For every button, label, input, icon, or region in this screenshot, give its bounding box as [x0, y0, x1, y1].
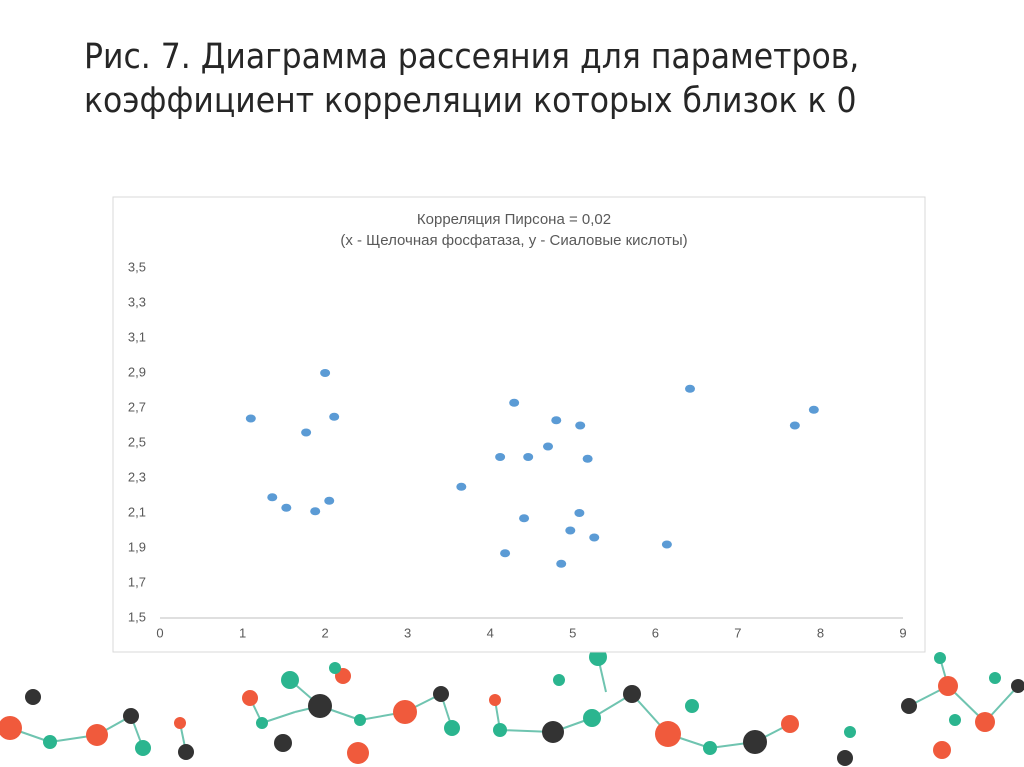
- slide-title-line: Рис. 7. Диаграмма рассеяния для параметр…: [84, 37, 859, 77]
- chart-title: Корреляция Пирсона = 0,02: [417, 211, 611, 228]
- y-tick-label: 3,3: [128, 294, 146, 309]
- y-tick-label: 1,9: [128, 539, 146, 554]
- x-tick-label: 1: [239, 625, 246, 640]
- y-tick-label: 2,3: [128, 469, 146, 484]
- molecule-nodes: [0, 648, 1024, 766]
- y-tick-label: 3,5: [128, 259, 146, 274]
- data-point: [575, 421, 586, 430]
- data-point: [500, 549, 511, 558]
- data-point: [495, 453, 506, 461]
- x-tick-label: 3: [404, 625, 411, 640]
- x-tick-label: 7: [734, 625, 741, 640]
- x-tick-label: 5: [569, 625, 576, 640]
- data-point: [589, 533, 600, 542]
- slide-title-line: коэффициент корреляции которых близок к …: [84, 81, 857, 121]
- data-point: [519, 514, 530, 523]
- x-tick-label: 4: [487, 625, 494, 640]
- data-point: [509, 398, 520, 407]
- y-tick-label: 1,5: [128, 609, 146, 624]
- data-point: [789, 421, 800, 430]
- x-tick-label: 0: [156, 625, 163, 640]
- data-point: [574, 509, 585, 517]
- y-tick-label: 1,7: [128, 574, 146, 589]
- y-tick-label: 2,5: [128, 434, 146, 449]
- y-tick-label: 3,1: [128, 329, 146, 344]
- chart-subtitle: (x - Щелочная фосфатаза, y - Сиаловые ки…: [340, 232, 687, 249]
- x-tick-label: 2: [321, 625, 328, 640]
- data-point: [281, 503, 292, 512]
- data-point: [267, 493, 278, 502]
- data-point: [301, 428, 312, 437]
- data-point: [551, 416, 562, 425]
- chart-frame: [112, 196, 926, 653]
- x-tick-label: 9: [899, 625, 906, 640]
- y-tick-label: 2,7: [128, 399, 146, 414]
- data-point: [565, 526, 576, 535]
- data-point: [661, 540, 672, 549]
- molecule-decoration: [9, 656, 1019, 753]
- data-point: [320, 369, 331, 377]
- data-point: [543, 442, 554, 451]
- x-tick-label: 6: [652, 625, 659, 640]
- data-point: [685, 384, 696, 393]
- data-point: [556, 559, 567, 568]
- data-point: [245, 414, 256, 423]
- data-point: [324, 496, 335, 505]
- data-point: [523, 453, 534, 461]
- y-tick-label: 2,9: [128, 364, 146, 379]
- data-point: [582, 454, 593, 463]
- y-tick-label: 2,1: [128, 504, 146, 519]
- data-point: [310, 507, 321, 516]
- x-tick-label: 8: [817, 625, 824, 640]
- data-point: [456, 482, 467, 491]
- data-point: [329, 412, 340, 421]
- data-point: [808, 405, 819, 414]
